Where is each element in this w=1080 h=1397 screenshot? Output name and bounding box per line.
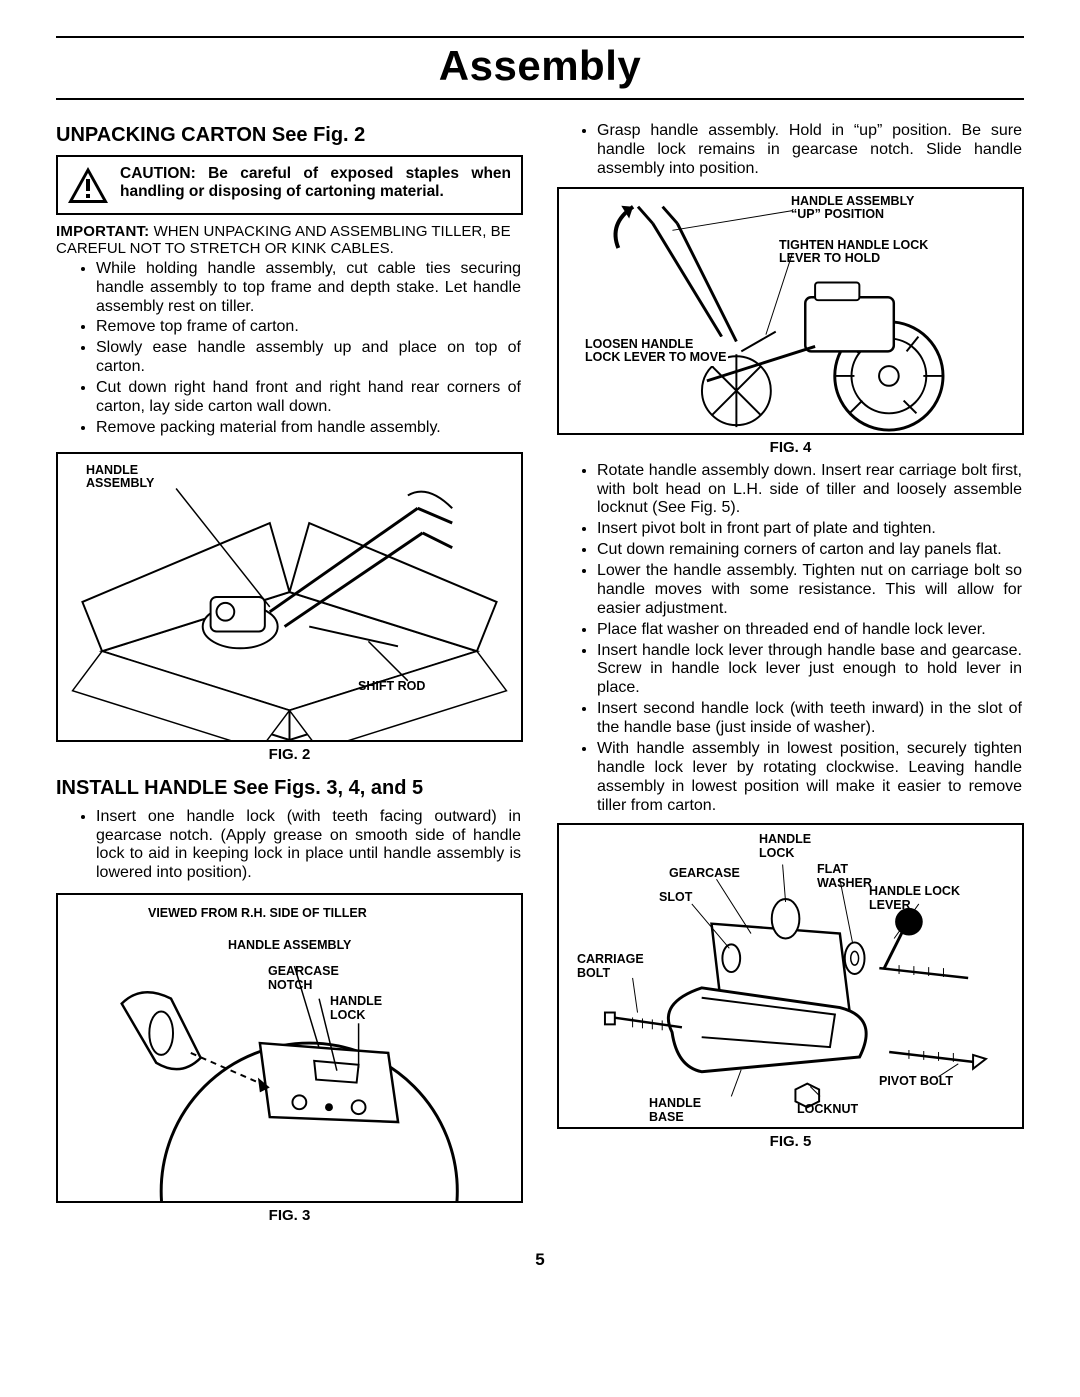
fig5-label-carriage-bolt: CARRIAGE BOLT bbox=[577, 953, 644, 981]
page-bottom-rule bbox=[56, 98, 1024, 100]
list-item: Remove packing material from handle asse… bbox=[96, 419, 523, 438]
figure-2: HANDLE ASSEMBLY SHIFT ROD bbox=[56, 452, 523, 742]
important-note: IMPORTANT: WHEN UNPACKING AND ASSEMBLING… bbox=[56, 223, 523, 258]
fig2-caption: FIG. 2 bbox=[56, 746, 523, 763]
page-title: Assembly bbox=[56, 42, 1024, 96]
fig2-label-shift-rod: SHIFT ROD bbox=[358, 680, 425, 694]
fig5-label-flat-washer: FLAT WASHER bbox=[817, 863, 872, 891]
list-item: Insert one handle lock (with teeth facin… bbox=[96, 808, 523, 884]
page-top-rule bbox=[56, 36, 1024, 38]
unpacking-bullets: While holding handle assembly, cut cable… bbox=[56, 260, 523, 438]
list-item: While holding handle assembly, cut cable… bbox=[96, 260, 523, 317]
fig3-caption: FIG. 3 bbox=[56, 1207, 523, 1224]
fig3-label-viewline: VIEWED FROM R.H. SIDE OF TILLER bbox=[148, 907, 367, 921]
fig3-label-handle-lock: HANDLE LOCK bbox=[330, 995, 382, 1023]
figure-4-illustration bbox=[559, 189, 1022, 433]
list-item: Remove top frame of carton. bbox=[96, 318, 523, 337]
fig4-label-tighten: TIGHTEN HANDLE LOCK LEVER TO HOLD bbox=[779, 239, 928, 267]
list-item: Place flat washer on threaded end of han… bbox=[597, 621, 1024, 640]
fig3-label-gearcase-notch: GEARCASE NOTCH bbox=[268, 965, 339, 993]
fig3-label-handle-assembly: HANDLE ASSEMBLY bbox=[228, 939, 351, 953]
fig4-label-loosen: LOOSEN HANDLE LOCK LEVER TO MOVE bbox=[583, 337, 728, 367]
list-item: Slowly ease handle assembly up and place… bbox=[96, 339, 523, 377]
figure-2-illustration bbox=[58, 454, 521, 740]
figure-4: HANDLE ASSEMBLY “UP” POSITION TIGHTEN HA… bbox=[557, 187, 1024, 435]
left-column: UNPACKING CARTON See Fig. 2 CAUTION: Be … bbox=[56, 118, 523, 1224]
page-number: 5 bbox=[56, 1250, 1024, 1270]
caution-text: CAUTION: Be careful of exposed staples w… bbox=[120, 165, 511, 202]
install-handle-bullets: Insert one handle lock (with teeth facin… bbox=[56, 808, 523, 884]
right-bullets-mid: Rotate handle assembly down. Insert rear… bbox=[557, 462, 1024, 816]
caution-box: CAUTION: Be careful of exposed staples w… bbox=[56, 155, 523, 215]
fig5-label-locknut: LOCKNUT bbox=[797, 1103, 858, 1117]
list-item: Grasp handle assembly. Hold in “up” posi… bbox=[597, 122, 1024, 179]
figure-3: VIEWED FROM R.H. SIDE OF TILLER HANDLE A… bbox=[56, 893, 523, 1203]
list-item: Rotate handle assembly down. Insert rear… bbox=[597, 462, 1024, 519]
fig4-caption: FIG. 4 bbox=[557, 439, 1024, 456]
important-label: IMPORTANT: bbox=[56, 223, 149, 240]
list-item: Insert second handle lock (with teeth in… bbox=[597, 700, 1024, 738]
fig5-label-pivot-bolt: PIVOT BOLT bbox=[879, 1075, 953, 1089]
list-item: Insert handle lock lever through handle … bbox=[597, 642, 1024, 699]
fig5-label-handle-lock: HANDLE LOCK bbox=[759, 833, 811, 861]
fig5-label-slot: SLOT bbox=[659, 891, 692, 905]
fig5-caption: FIG. 5 bbox=[557, 1133, 1024, 1150]
fig5-label-handle-base: HANDLE BASE bbox=[649, 1097, 701, 1125]
list-item: Cut down right hand front and right hand… bbox=[96, 379, 523, 417]
fig4-label-handle-assembly-up: HANDLE ASSEMBLY “UP” POSITION bbox=[791, 195, 914, 223]
content-columns: UNPACKING CARTON See Fig. 2 CAUTION: Be … bbox=[56, 118, 1024, 1224]
warning-triangle-icon bbox=[66, 165, 110, 205]
list-item: Lower the handle assembly. Tighten nut o… bbox=[597, 562, 1024, 619]
fig5-label-gearcase: GEARCASE bbox=[669, 867, 740, 881]
fig5-label-handle-lock-lever: HANDLE LOCK LEVER bbox=[869, 885, 960, 913]
heading-unpacking: UNPACKING CARTON See Fig. 2 bbox=[56, 124, 523, 147]
heading-install-handle: INSTALL HANDLE See Figs. 3, 4, and 5 bbox=[56, 777, 523, 800]
fig2-label-handle-assembly: HANDLE ASSEMBLY bbox=[86, 464, 154, 492]
figure-5: HANDLE LOCK GEARCASE FLAT WASHER SLOT HA… bbox=[557, 823, 1024, 1129]
list-item: Insert pivot bolt in front part of plate… bbox=[597, 520, 1024, 539]
list-item: With handle assembly in lowest position,… bbox=[597, 740, 1024, 816]
right-bullets-top: Grasp handle assembly. Hold in “up” posi… bbox=[557, 122, 1024, 179]
right-column: Grasp handle assembly. Hold in “up” posi… bbox=[557, 118, 1024, 1224]
list-item: Cut down remaining corners of carton and… bbox=[597, 541, 1024, 560]
